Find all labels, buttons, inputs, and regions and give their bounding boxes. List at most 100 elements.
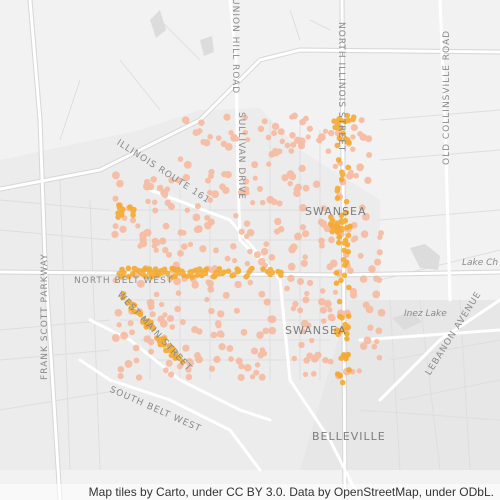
marker — [223, 113, 231, 121]
marker — [136, 279, 145, 288]
marker — [116, 322, 122, 328]
marker — [338, 218, 345, 224]
marker — [375, 327, 383, 335]
marker — [215, 135, 222, 141]
marker — [199, 245, 207, 253]
marker — [247, 279, 254, 286]
marker — [327, 358, 334, 365]
marker — [334, 130, 342, 137]
marker — [174, 305, 181, 313]
marker — [243, 363, 252, 372]
marker — [242, 129, 249, 136]
marker — [361, 212, 370, 221]
marker — [146, 320, 152, 327]
marker — [207, 285, 215, 293]
marker — [324, 300, 332, 308]
marker — [334, 220, 340, 226]
marker — [112, 195, 119, 202]
marker — [194, 272, 200, 279]
marker — [226, 344, 234, 352]
marker — [260, 247, 269, 256]
marker — [374, 338, 380, 345]
marker — [185, 366, 192, 373]
marker — [189, 274, 195, 280]
marker — [186, 358, 195, 367]
label-frank-scott-parkway: FRANK SCOTT PARKWAY — [40, 253, 50, 380]
marker — [210, 331, 218, 339]
marker — [328, 221, 334, 227]
marker — [166, 314, 175, 323]
marker — [175, 269, 181, 276]
marker — [302, 371, 309, 378]
marker — [291, 355, 298, 362]
marker — [268, 326, 277, 335]
marker — [359, 275, 368, 283]
marker — [334, 371, 341, 377]
marker — [312, 180, 321, 188]
marker — [336, 234, 342, 240]
marker — [253, 369, 260, 376]
marker — [328, 236, 335, 244]
marker — [216, 330, 225, 338]
marker — [159, 319, 168, 328]
marker — [329, 259, 338, 268]
marker — [181, 116, 190, 124]
marker — [195, 225, 203, 233]
marker — [287, 262, 296, 271]
marker — [129, 329, 136, 336]
marker — [228, 130, 234, 136]
marker — [366, 151, 373, 159]
marker — [177, 249, 184, 257]
marker — [259, 199, 266, 206]
marker — [299, 203, 307, 212]
marker — [346, 284, 352, 291]
marker — [207, 189, 213, 196]
marker — [192, 213, 201, 222]
marker — [243, 274, 249, 280]
marker — [275, 268, 281, 275]
marker — [116, 179, 124, 188]
marker — [112, 223, 119, 230]
marker — [289, 132, 296, 139]
marker — [301, 230, 310, 238]
marker — [233, 307, 240, 314]
marker — [358, 204, 366, 212]
marker — [120, 294, 126, 301]
marker — [284, 142, 291, 149]
marker — [327, 129, 335, 137]
marker — [162, 222, 170, 230]
marker — [347, 223, 353, 230]
label-north-illinois-street: NORTH ILLINOIS STREET — [336, 22, 346, 153]
marker — [203, 139, 211, 147]
marker — [130, 212, 136, 218]
marker — [254, 362, 261, 368]
marker — [164, 199, 172, 207]
marker — [322, 356, 329, 364]
marker — [246, 269, 253, 275]
marker — [120, 331, 129, 340]
dense-markers — [115, 112, 357, 386]
marker — [251, 161, 259, 169]
marker — [373, 275, 380, 282]
marker — [347, 171, 354, 178]
marker — [229, 272, 235, 279]
marker — [341, 240, 348, 246]
marker — [135, 374, 143, 381]
marker — [246, 228, 255, 237]
marker — [292, 300, 299, 308]
marker — [257, 257, 266, 266]
marker — [215, 322, 222, 329]
marker — [245, 137, 251, 143]
marker — [310, 354, 319, 363]
marker — [343, 355, 349, 362]
marker — [344, 336, 350, 342]
marker — [319, 288, 326, 294]
marker — [207, 133, 214, 140]
marker — [244, 190, 250, 196]
marker — [363, 336, 372, 345]
marker — [176, 363, 183, 370]
marker — [356, 163, 365, 172]
marker — [187, 241, 194, 248]
